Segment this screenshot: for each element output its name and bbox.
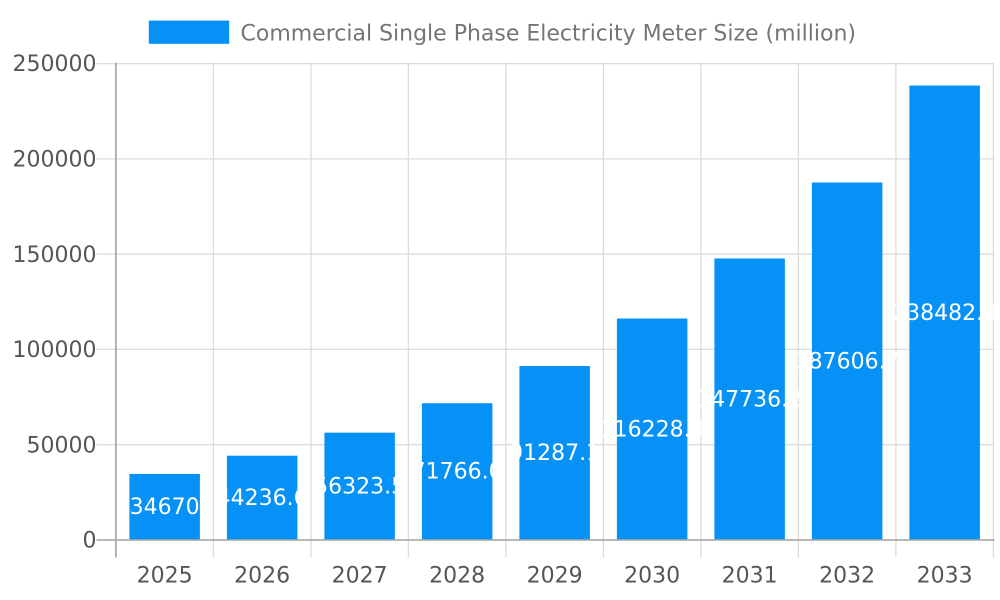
- svg-text:2027: 2027: [332, 564, 388, 589]
- svg-text:91287.1: 91287.1: [509, 441, 600, 466]
- svg-text:2028: 2028: [429, 564, 485, 589]
- svg-text:50000: 50000: [27, 433, 97, 458]
- svg-text:56323.5: 56323.5: [314, 474, 405, 499]
- svg-text:147736.2: 147736.2: [697, 387, 802, 412]
- svg-text:2029: 2029: [527, 564, 583, 589]
- svg-text:187606.7: 187606.7: [795, 349, 900, 374]
- svg-text:238482.8: 238482.8: [892, 301, 997, 326]
- svg-text:100000: 100000: [13, 338, 97, 363]
- svg-text:200000: 200000: [13, 148, 97, 173]
- svg-text:2032: 2032: [819, 564, 875, 589]
- svg-text:44236.6: 44236.6: [217, 486, 308, 511]
- svg-text:Commercial Single Phase Electr: Commercial Single Phase Electricity Mete…: [241, 21, 856, 46]
- svg-text:2026: 2026: [234, 564, 290, 589]
- svg-text:34670: 34670: [130, 495, 200, 520]
- svg-text:2033: 2033: [917, 564, 973, 589]
- svg-text:150000: 150000: [13, 243, 97, 268]
- svg-text:71766.0: 71766.0: [412, 460, 503, 485]
- svg-text:2025: 2025: [137, 564, 193, 589]
- svg-text:0: 0: [83, 529, 97, 554]
- svg-text:2030: 2030: [624, 564, 680, 589]
- svg-text:2031: 2031: [722, 564, 778, 589]
- svg-text:116228.4: 116228.4: [600, 417, 705, 442]
- svg-text:250000: 250000: [13, 52, 97, 77]
